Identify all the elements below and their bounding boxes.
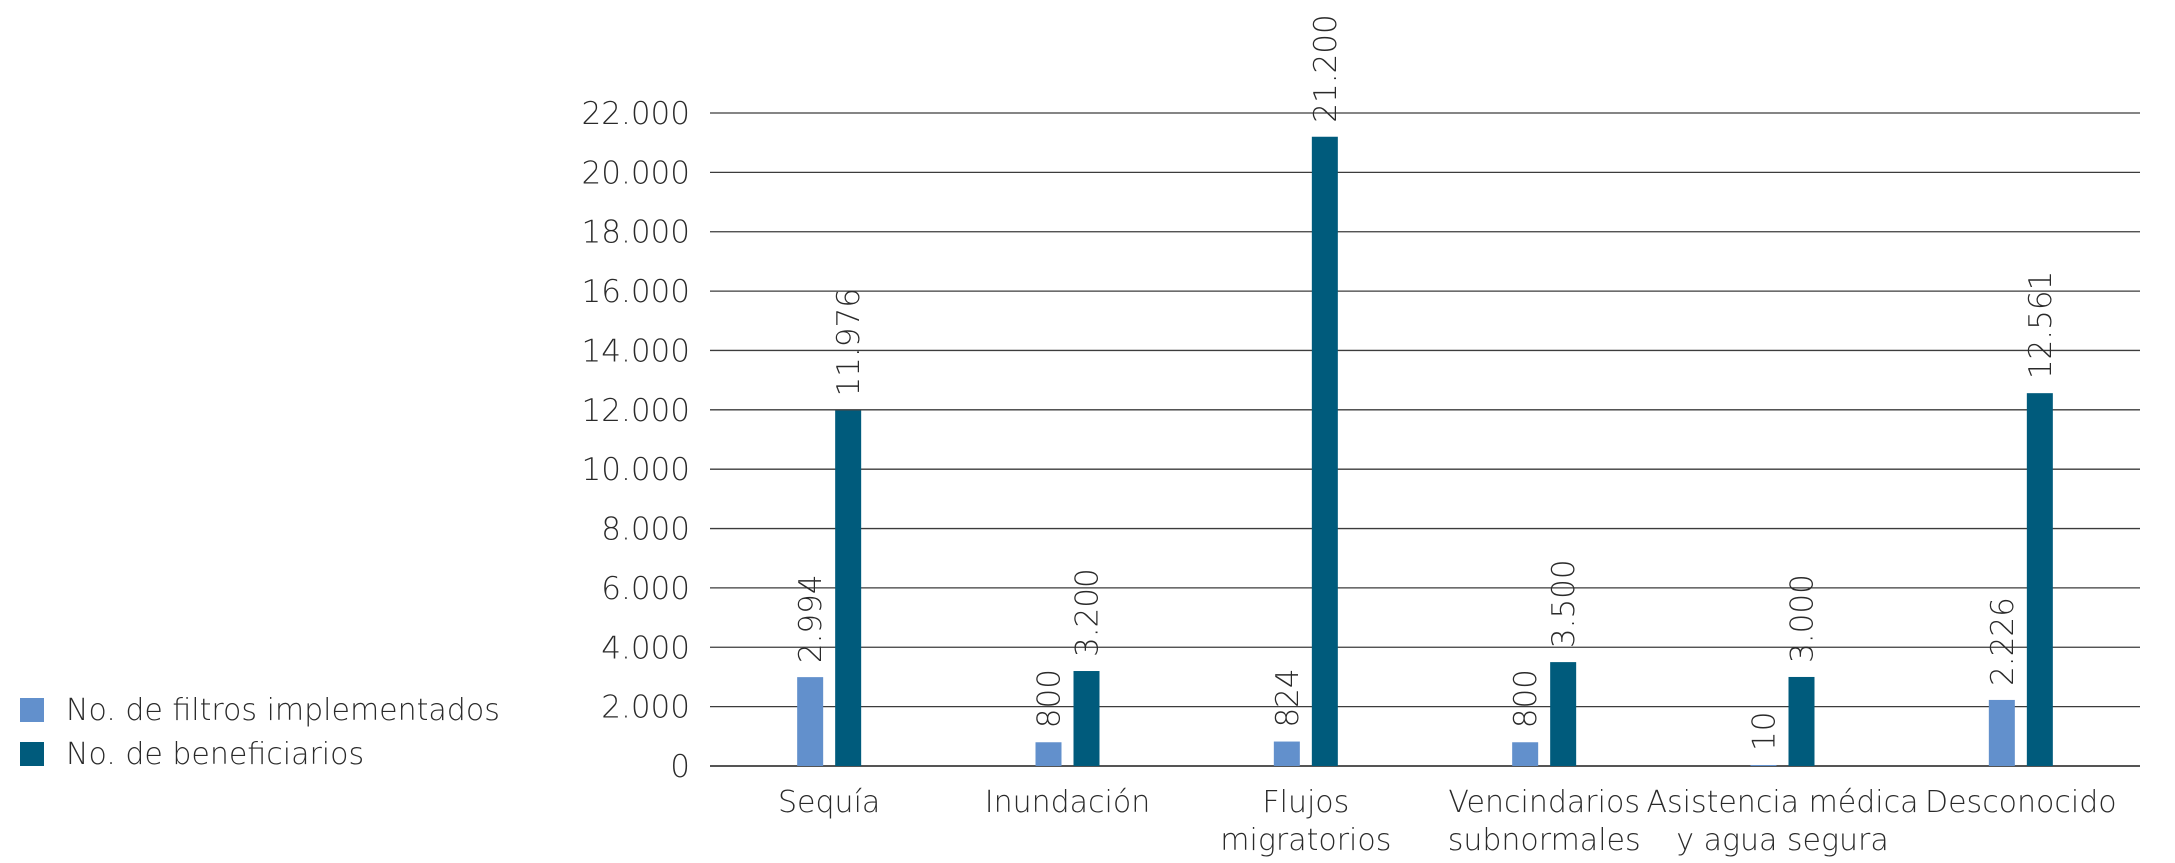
bar-filtros <box>1035 742 1062 766</box>
bar-filtros <box>1988 699 2015 766</box>
x-category-line: Asistencia médica <box>1646 785 1918 820</box>
x-category-line: Inundación <box>985 785 1151 820</box>
y-tick-label: 20.000 <box>582 155 690 191</box>
bar-filtros <box>797 677 824 766</box>
data-label: 10 <box>1747 712 1783 751</box>
y-tick-label: 16.000 <box>582 274 690 310</box>
data-label: 12.561 <box>2023 271 2059 379</box>
x-category-label: Vencindarios subnormales <box>1448 785 1641 858</box>
bar-beneficiarios <box>835 410 862 766</box>
y-tick-label: 10.000 <box>582 452 690 488</box>
y-tick-label: 2.000 <box>601 690 690 726</box>
x-category-line: Vencindarios <box>1448 785 1640 820</box>
legend-swatch-filtros <box>20 698 44 722</box>
legend-item-filtros: No. de filtros implementados <box>20 688 500 732</box>
x-axis-categories: Sequía Inundación Flujos migratorios Vencind… <box>778 785 2117 858</box>
x-category-line: y agua segura <box>1676 823 1888 858</box>
data-label: 2.994 <box>793 574 829 663</box>
bar-filtros <box>1273 741 1300 766</box>
y-tick-label: 14.000 <box>582 333 690 369</box>
y-tick-label: 4.000 <box>601 630 690 666</box>
bar-beneficiarios <box>1550 662 1577 766</box>
bar-beneficiarios <box>1788 676 1815 766</box>
legend-item-beneficiarios: No. de beneficiarios <box>20 732 500 776</box>
data-label: 3.000 <box>1785 574 1821 663</box>
y-tick-label: 6.000 <box>601 571 690 607</box>
data-label: 824 <box>1270 668 1306 727</box>
y-axis-ticks: 0 2.000 4.000 6.000 8.000 10.000 12.000 14.000 1… <box>582 96 690 785</box>
x-category-label: Asistencia médica y agua segura <box>1646 785 1918 858</box>
x-category-label: Sequía <box>778 785 880 820</box>
data-label: 800 <box>1508 669 1544 728</box>
data-labels: 2.994 800 824 800 10 2.226 11.976 3.200 21.200 3.… <box>793 14 2059 751</box>
data-label: 3.200 <box>1070 568 1106 657</box>
y-tick-label: 8.000 <box>601 512 690 548</box>
bar-beneficiarios <box>1311 136 1338 766</box>
bar-beneficiarios <box>1073 671 1100 766</box>
legend-label-beneficiarios: No. de beneficiarios <box>66 736 365 772</box>
x-category-label: Desconocido <box>1925 785 2117 820</box>
legend: No. de filtros implementados No. de bene… <box>20 688 500 776</box>
x-category-line: subnormales <box>1448 823 1641 858</box>
y-tick-label: 12.000 <box>582 393 690 429</box>
data-label: 800 <box>1032 669 1068 728</box>
y-tick-label: 0 <box>670 749 690 785</box>
x-category-line: Flujos <box>1262 785 1349 820</box>
x-category-label: Flujos migratorios <box>1220 785 1391 858</box>
data-label: 3.500 <box>1546 559 1582 648</box>
bar-filtros <box>1512 742 1539 766</box>
data-label: 11.976 <box>831 288 867 396</box>
gridlines <box>710 112 2140 767</box>
bar-beneficiarios <box>2026 393 2053 766</box>
x-category-line: migratorios <box>1220 823 1391 858</box>
legend-swatch-beneficiarios <box>20 742 44 766</box>
legend-label-filtros: No. de filtros implementados <box>66 692 500 728</box>
bar-filtros <box>1750 765 1777 766</box>
bars <box>797 136 2053 766</box>
y-tick-label: 22.000 <box>582 96 690 132</box>
x-category-line: Desconocido <box>1925 785 2117 820</box>
x-category-label: Inundación <box>985 785 1151 820</box>
data-label: 21.200 <box>1308 14 1344 122</box>
x-category-line: Sequía <box>778 785 880 820</box>
data-label: 2.226 <box>1985 597 2021 686</box>
y-tick-label: 18.000 <box>582 215 690 251</box>
